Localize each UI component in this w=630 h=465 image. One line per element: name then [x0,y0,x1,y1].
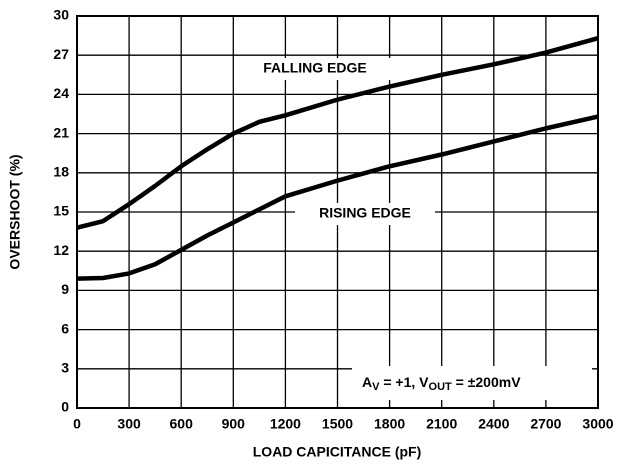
x-tick-label: 900 [222,416,246,432]
x-tick-label: 600 [170,416,194,432]
x-tick-label: 0 [73,416,81,432]
y-tick-label: 18 [53,164,69,180]
series-label: FALLING EDGE [263,60,366,76]
y-tick-label: 15 [53,203,69,219]
y-tick-label: 30 [53,7,69,23]
x-tick-label: 1800 [374,416,405,432]
y-tick-label: 24 [53,85,69,101]
annotation-part: A [362,374,372,390]
y-tick-label: 21 [53,124,69,140]
annotation-background [352,366,592,400]
annotation-part: = ±200mV [452,374,521,390]
x-axis-label: LOAD CAPICITANCE (pF) [253,444,422,460]
series-label: RISING EDGE [319,205,411,221]
annotation-part: = +1, V [379,374,429,390]
x-tick-label: 3000 [582,416,613,432]
x-tick-label: 300 [117,416,141,432]
x-tick-label: 2400 [478,416,509,432]
annotation-part: V [372,381,380,393]
series-line [76,114,599,281]
annotation: AV = +1, VOUT = ±200mV [362,374,521,393]
y-tick-label: 27 [53,46,69,62]
plot-frame [76,15,599,409]
x-tick-label: 1200 [270,416,301,432]
x-tick-label: 2700 [530,416,561,432]
y-axis-label: OVERSHOOT (%) [7,154,23,269]
x-tick-label: 1500 [322,416,353,432]
y-tick-label: 0 [61,399,69,415]
label-background [295,203,435,225]
label-background [235,58,395,80]
y-tick-label: 9 [61,281,69,297]
x-tick-label: 2100 [426,416,457,432]
y-tick-label: 3 [61,360,69,376]
y-tick-label: 12 [53,242,69,258]
y-tick-label: 6 [61,320,69,336]
annotation-part: OUT [429,381,453,393]
series-line [76,36,599,230]
